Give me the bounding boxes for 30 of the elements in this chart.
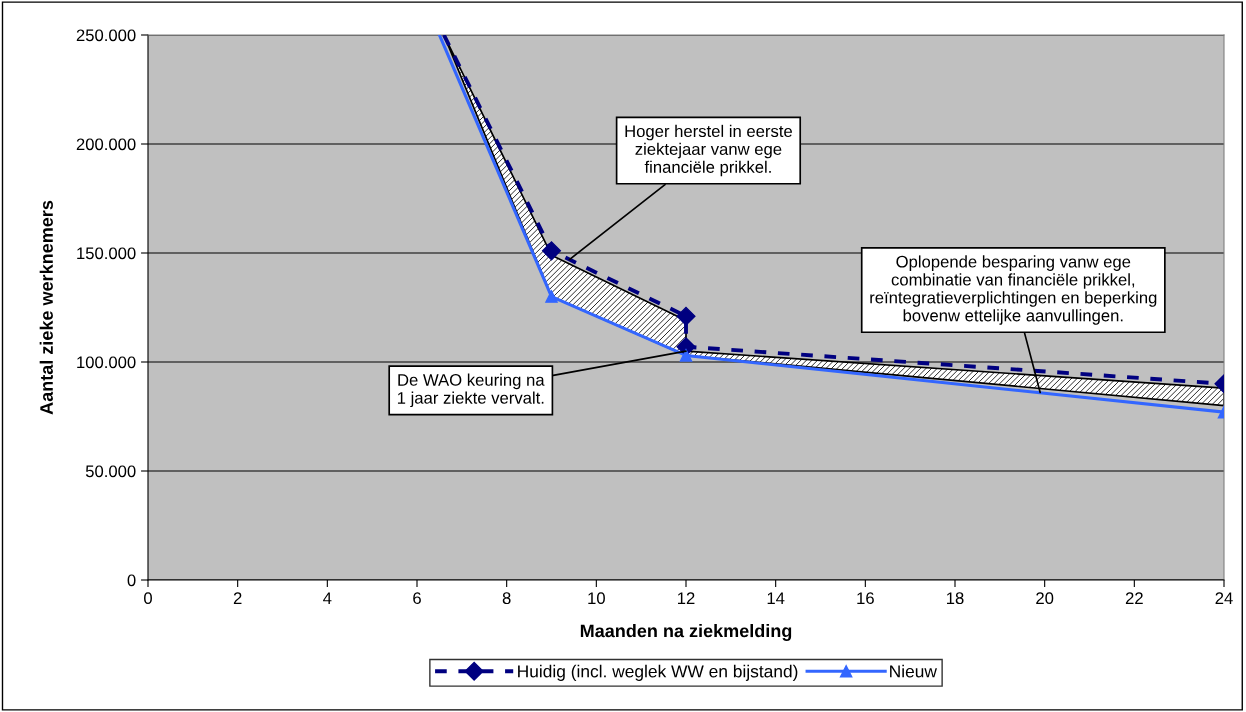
x-tick-label: 6	[413, 592, 421, 605]
y-tick-label: 250.000	[76, 29, 136, 42]
x-axis-title: Maanden na ziekmelding	[580, 624, 792, 641]
x-tick-label: 2	[233, 592, 242, 604]
y-tick-label: 200.000	[76, 138, 136, 151]
x-tick-label: 18	[947, 592, 964, 605]
x-tick-label: 14	[767, 592, 785, 604]
y-tick-label: 150.000	[77, 247, 136, 260]
x-tick-label: 12	[678, 592, 695, 604]
point	[545, 290, 558, 303]
y-tick-label: 100.000	[77, 356, 136, 369]
point	[679, 349, 693, 362]
legend-label: Nieuw	[890, 664, 937, 678]
y-tick-label: 0	[127, 574, 136, 587]
x-tick-label: 22	[1125, 592, 1143, 604]
x-tick-label: 0	[144, 592, 152, 605]
point	[676, 306, 696, 326]
y-tick-label: 50.000	[85, 465, 136, 478]
legend-label: Huidig (incl. weglek WW en bijstand)	[518, 664, 798, 681]
annotation: Hoger herstel in eerste ziektejaar vanw ege financiële prikkel.	[625, 124, 792, 177]
x-tick-label: 16	[857, 592, 874, 605]
x-tick-label: 20	[1036, 592, 1054, 605]
x-tick-label: 4	[323, 592, 332, 604]
point	[541, 241, 562, 261]
x-tick-label: 24	[1215, 592, 1233, 604]
x-tick-label: 10	[588, 592, 605, 605]
y-axis-title: Aantal zieke werknemers	[39, 200, 53, 415]
annotation: De WAO keuring na 1 jaar ziekte vervalt.	[397, 373, 545, 408]
x-tick-label: 8	[502, 592, 511, 605]
annotation: Oplopende besparing vanw ege combinatie van financiële prikkel, reïntegratieverplichtingen en beperking bovenw ettelijke aanvullingen.	[870, 255, 1157, 325]
